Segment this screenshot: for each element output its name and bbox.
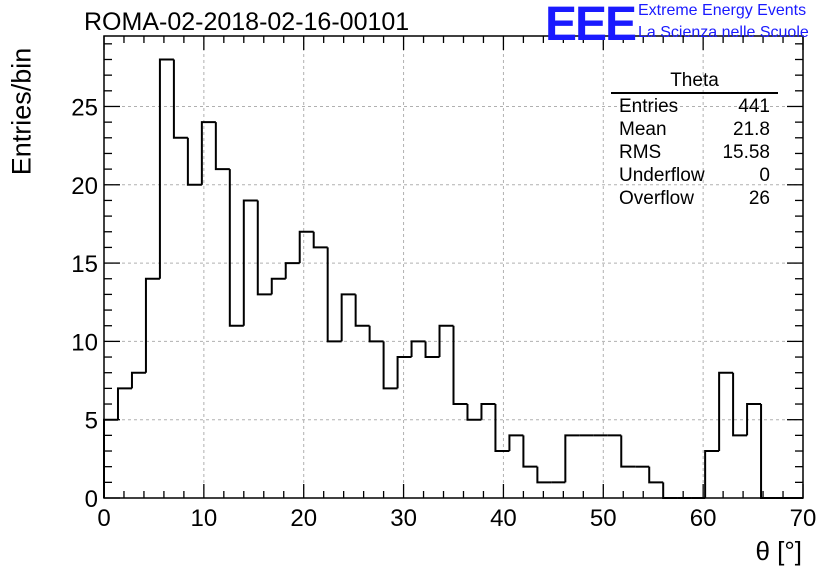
histogram-bin — [620, 435, 636, 468]
y-tick-label: 5 — [85, 408, 98, 435]
plot-frame — [103, 35, 804, 499]
stats-row-underflow: Underflow 0 — [611, 164, 778, 187]
logo-line-1: Extreme Energy Events — [638, 2, 807, 19]
stats-label: Overflow — [619, 188, 694, 209]
histogram-bin — [130, 371, 146, 389]
histogram-bin — [760, 404, 776, 499]
histogram-bin — [522, 435, 538, 468]
x-tick-label: 60 — [690, 505, 717, 532]
histogram-bin — [256, 200, 272, 296]
y-axis-label: Entries/bin — [6, 47, 37, 176]
histogram-bin — [410, 340, 426, 358]
histogram-bin — [103, 418, 118, 498]
x-tick-label: 10 — [191, 505, 218, 532]
stats-value: 26 — [748, 188, 770, 209]
histogram-bin — [732, 372, 748, 437]
stats-row-overflow: Overflow 26 — [611, 187, 778, 210]
y-tick-label: 25 — [71, 94, 98, 121]
stats-label: Underflow — [619, 165, 705, 186]
histogram-bin — [508, 434, 524, 452]
y-tick-label: 20 — [71, 173, 98, 200]
stats-row-mean: Mean 21.8 — [611, 118, 778, 141]
stats-value: 21.8 — [733, 119, 770, 140]
stats-box: Theta Entries 441 Mean 21.8 RMS 15.58 Un… — [611, 70, 778, 210]
histogram-bin — [242, 199, 258, 326]
histogram-bin — [144, 277, 160, 373]
histogram-bin — [214, 122, 230, 171]
histogram-bin — [746, 403, 762, 436]
histogram-bin — [270, 277, 286, 295]
stats-title: Theta — [611, 70, 778, 94]
stats-label: Entries — [619, 96, 679, 117]
x-tick-label: 40 — [490, 505, 517, 532]
x-tick-label: 20 — [290, 505, 317, 532]
stats-value: 441 — [738, 96, 770, 117]
histogram-bin — [704, 450, 720, 498]
histogram-bin — [452, 325, 468, 406]
histogram-bin — [186, 137, 202, 186]
histogram-bin — [354, 294, 370, 327]
stats-label: RMS — [619, 142, 662, 163]
histogram-bin — [382, 341, 398, 390]
histogram-bin — [396, 356, 412, 389]
stats-value: 0 — [759, 165, 770, 186]
y-tick-label: 15 — [71, 251, 98, 278]
histogram-bin — [466, 404, 482, 421]
histogram-bin — [312, 231, 328, 249]
histogram-bin — [536, 466, 552, 484]
histogram-bin — [228, 169, 244, 327]
x-tick-label: 70 — [790, 505, 817, 532]
x-tick-label: 50 — [590, 505, 617, 532]
histogram-bin — [648, 466, 664, 484]
x-tick-label: 30 — [390, 505, 417, 532]
histogram-bin — [424, 341, 440, 359]
histogram-bin — [480, 403, 496, 420]
histogram-bin — [340, 293, 356, 342]
stats-row-rms: RMS 15.58 — [611, 141, 778, 164]
histogram-bin — [200, 121, 216, 185]
histogram-bin — [158, 58, 174, 279]
histogram-bars — [103, 58, 803, 499]
histogram-bin — [718, 371, 734, 452]
histogram-bin — [284, 262, 300, 279]
histogram-bin — [172, 59, 188, 139]
histogram-bin — [116, 387, 132, 420]
stats-value: 15.58 — [722, 142, 770, 163]
histogram-bin — [438, 324, 454, 358]
y-tick-label: 10 — [71, 329, 98, 356]
logo-line-2: La Scienza nelle Scuole — [638, 24, 809, 41]
x-axis-label: θ [°] — [755, 536, 802, 566]
histogram-bin — [298, 230, 314, 264]
eee-logo: EEE — [545, 0, 637, 51]
stats-row-entries: Entries 441 — [611, 95, 778, 118]
histogram-bin — [368, 325, 384, 343]
chart-title: ROMA-02-2018-02-16-00101 — [84, 8, 410, 36]
histogram-bin — [494, 404, 510, 453]
histogram-bin — [564, 434, 580, 483]
x-tick-label: 0 — [97, 505, 110, 532]
y-tick-label: 0 — [85, 486, 98, 513]
histogram-bin — [662, 482, 678, 499]
histogram-bin — [326, 247, 342, 343]
stats-label: Mean — [619, 119, 667, 140]
axes: 0 10 20 30 40 50 60 70 0 5 10 15 20 25 — [71, 35, 817, 532]
